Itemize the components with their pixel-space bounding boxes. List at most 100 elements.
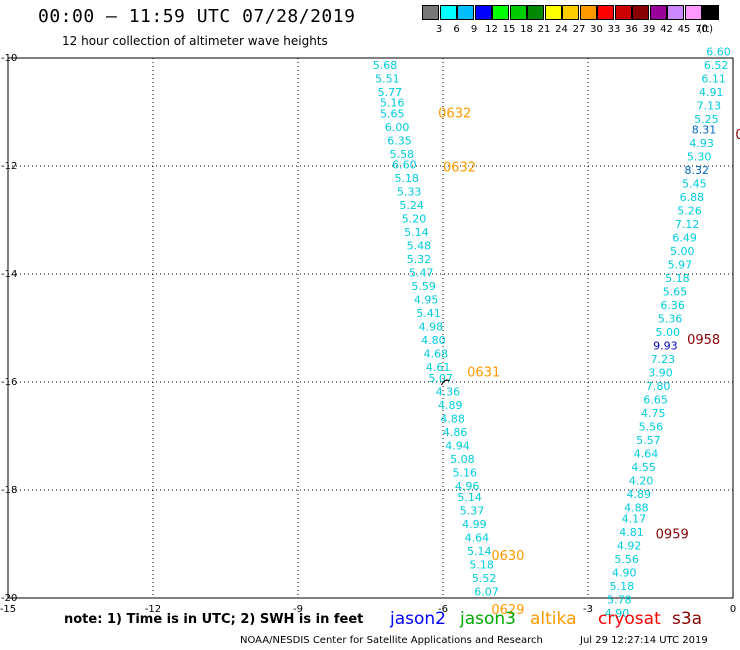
swh-value-label: 5.07	[428, 372, 453, 385]
swh-value-label: 5.48	[407, 240, 432, 253]
scale-swatch	[667, 5, 684, 20]
scale-swatch	[579, 5, 597, 20]
plot-frame	[7, 57, 734, 599]
legend-item-jason2: jason2	[390, 609, 446, 629]
swh-value-label: 5.00	[670, 245, 695, 258]
scale-label: 30	[590, 24, 603, 35]
time-label: 0632	[443, 160, 476, 175]
swh-value-label: 4.36	[436, 386, 461, 399]
scale-label: 3	[435, 24, 443, 35]
swh-value-label: 6.11	[701, 72, 726, 85]
swh-value-label: 8.32	[685, 164, 710, 177]
scale-label: 45	[677, 24, 691, 35]
legend-item-s3a: s3a	[672, 609, 703, 629]
swh-value-label: 5.57	[636, 434, 661, 447]
swh-value-label: 5.36	[658, 313, 683, 326]
scale-swatch	[509, 5, 527, 20]
scale-swatch	[649, 5, 667, 20]
scale-swatch	[702, 5, 719, 20]
y-tick-label: -20	[1, 593, 17, 604]
swh-value-label: 5.47	[409, 267, 434, 280]
y-tick-label: -14	[1, 269, 17, 280]
swh-value-label: 4.81	[619, 526, 644, 539]
swh-value-label: 5.14	[457, 491, 482, 504]
swh-value-label: 5.65	[380, 107, 405, 120]
swh-value-label: 5.78	[607, 593, 632, 606]
swh-value-label: 4.98	[419, 321, 444, 334]
swh-value-label: 8.31	[692, 124, 717, 137]
swh-value-label: 7.12	[675, 218, 700, 231]
swh-value-label: 5.16	[453, 467, 478, 480]
direction-marker	[440, 379, 450, 386]
swh-value-label: 4.75	[641, 407, 666, 420]
scale-label: 6	[453, 24, 460, 35]
time-label: 09	[735, 128, 740, 143]
scale-label: 9	[470, 24, 478, 35]
swh-value-label: 5.25	[694, 113, 719, 126]
scale-swatch	[562, 5, 579, 20]
swh-value-label: 5.18	[610, 580, 635, 593]
swh-value-label: 6.00	[385, 121, 410, 134]
x-tick-label: 0	[730, 604, 736, 615]
swh-value-label: 4.61	[426, 361, 451, 374]
scale-swatch	[422, 5, 439, 20]
time-label: 0959	[656, 528, 689, 543]
swh-value-label: 4.91	[699, 86, 724, 99]
swh-value-label: 4.64	[634, 448, 659, 461]
scale-label: 33	[607, 24, 621, 35]
swh-value-label: 5.68	[373, 59, 398, 72]
swh-value-label: 5.24	[399, 199, 424, 212]
units-note: note: 1) Time is in UTC; 2) SWH is in fe…	[64, 612, 364, 627]
swh-value-label: 9.93	[653, 340, 678, 353]
swh-value-label: 5.00	[656, 326, 681, 339]
scale-label: 27	[572, 24, 586, 35]
swh-value-label: 7.80	[646, 380, 671, 393]
swh-value-label: 5.18	[395, 172, 420, 185]
scale-label: 21	[537, 24, 551, 35]
legend-item-cryosat: cryosat	[598, 609, 661, 629]
swh-value-label: 5.65	[663, 286, 688, 299]
y-tick-label: -16	[1, 377, 17, 388]
swh-value-label: 4.89	[627, 488, 652, 501]
swh-value-label: 4.86	[443, 426, 468, 439]
swh-value-label: 4.64	[465, 531, 490, 544]
scale-swatch	[544, 5, 562, 20]
swh-value-label: 4.93	[689, 137, 714, 150]
scale-swatch	[632, 5, 649, 20]
swh-value-label: 6.65	[643, 394, 668, 407]
x-tick-label: -15	[0, 604, 16, 615]
swh-value-label: 5.33	[397, 186, 422, 199]
scale-swatch	[597, 5, 614, 20]
y-tick-label: -12	[1, 161, 17, 172]
scale-swatch	[474, 5, 492, 20]
legend-item-jason3: jason3	[460, 609, 516, 629]
swh-value-label: 5.51	[375, 72, 400, 85]
swh-value-label: 7.13	[697, 99, 722, 112]
swh-value-label: 4.89	[438, 399, 463, 412]
swh-value-label: 5.32	[407, 253, 432, 266]
x-tick-label: -9	[293, 604, 303, 615]
swh-value-label: 4.99	[462, 518, 487, 531]
swh-value-label: 5.37	[460, 504, 485, 517]
swh-value-label: 4.92	[617, 539, 642, 552]
swh-value-label: 5.41	[416, 307, 441, 320]
swh-value-label: 5.18	[469, 558, 494, 571]
swh-value-label: 5.52	[472, 572, 497, 585]
swh-value-label: 4.95	[414, 294, 439, 307]
swh-value-label: 6.88	[680, 191, 705, 204]
x-tick-label: -12	[145, 604, 161, 615]
y-tick-label: -10	[1, 53, 17, 64]
swh-value-label: 5.18	[665, 272, 690, 285]
swh-value-label: 6.36	[660, 299, 685, 312]
swh-value-label: 3.90	[648, 367, 673, 380]
scale-swatch	[614, 5, 632, 20]
swh-value-label: 4.80	[421, 334, 446, 347]
y-tick-label: -18	[1, 485, 17, 496]
x-tick-label: -6	[438, 604, 448, 615]
scale-label: 42	[660, 24, 673, 35]
chart-title: 00:00 – 11:59 UTC 07/28/2019	[38, 6, 356, 27]
swh-value-label: 5.56	[614, 553, 639, 566]
x-tick-label: -3	[583, 604, 593, 615]
